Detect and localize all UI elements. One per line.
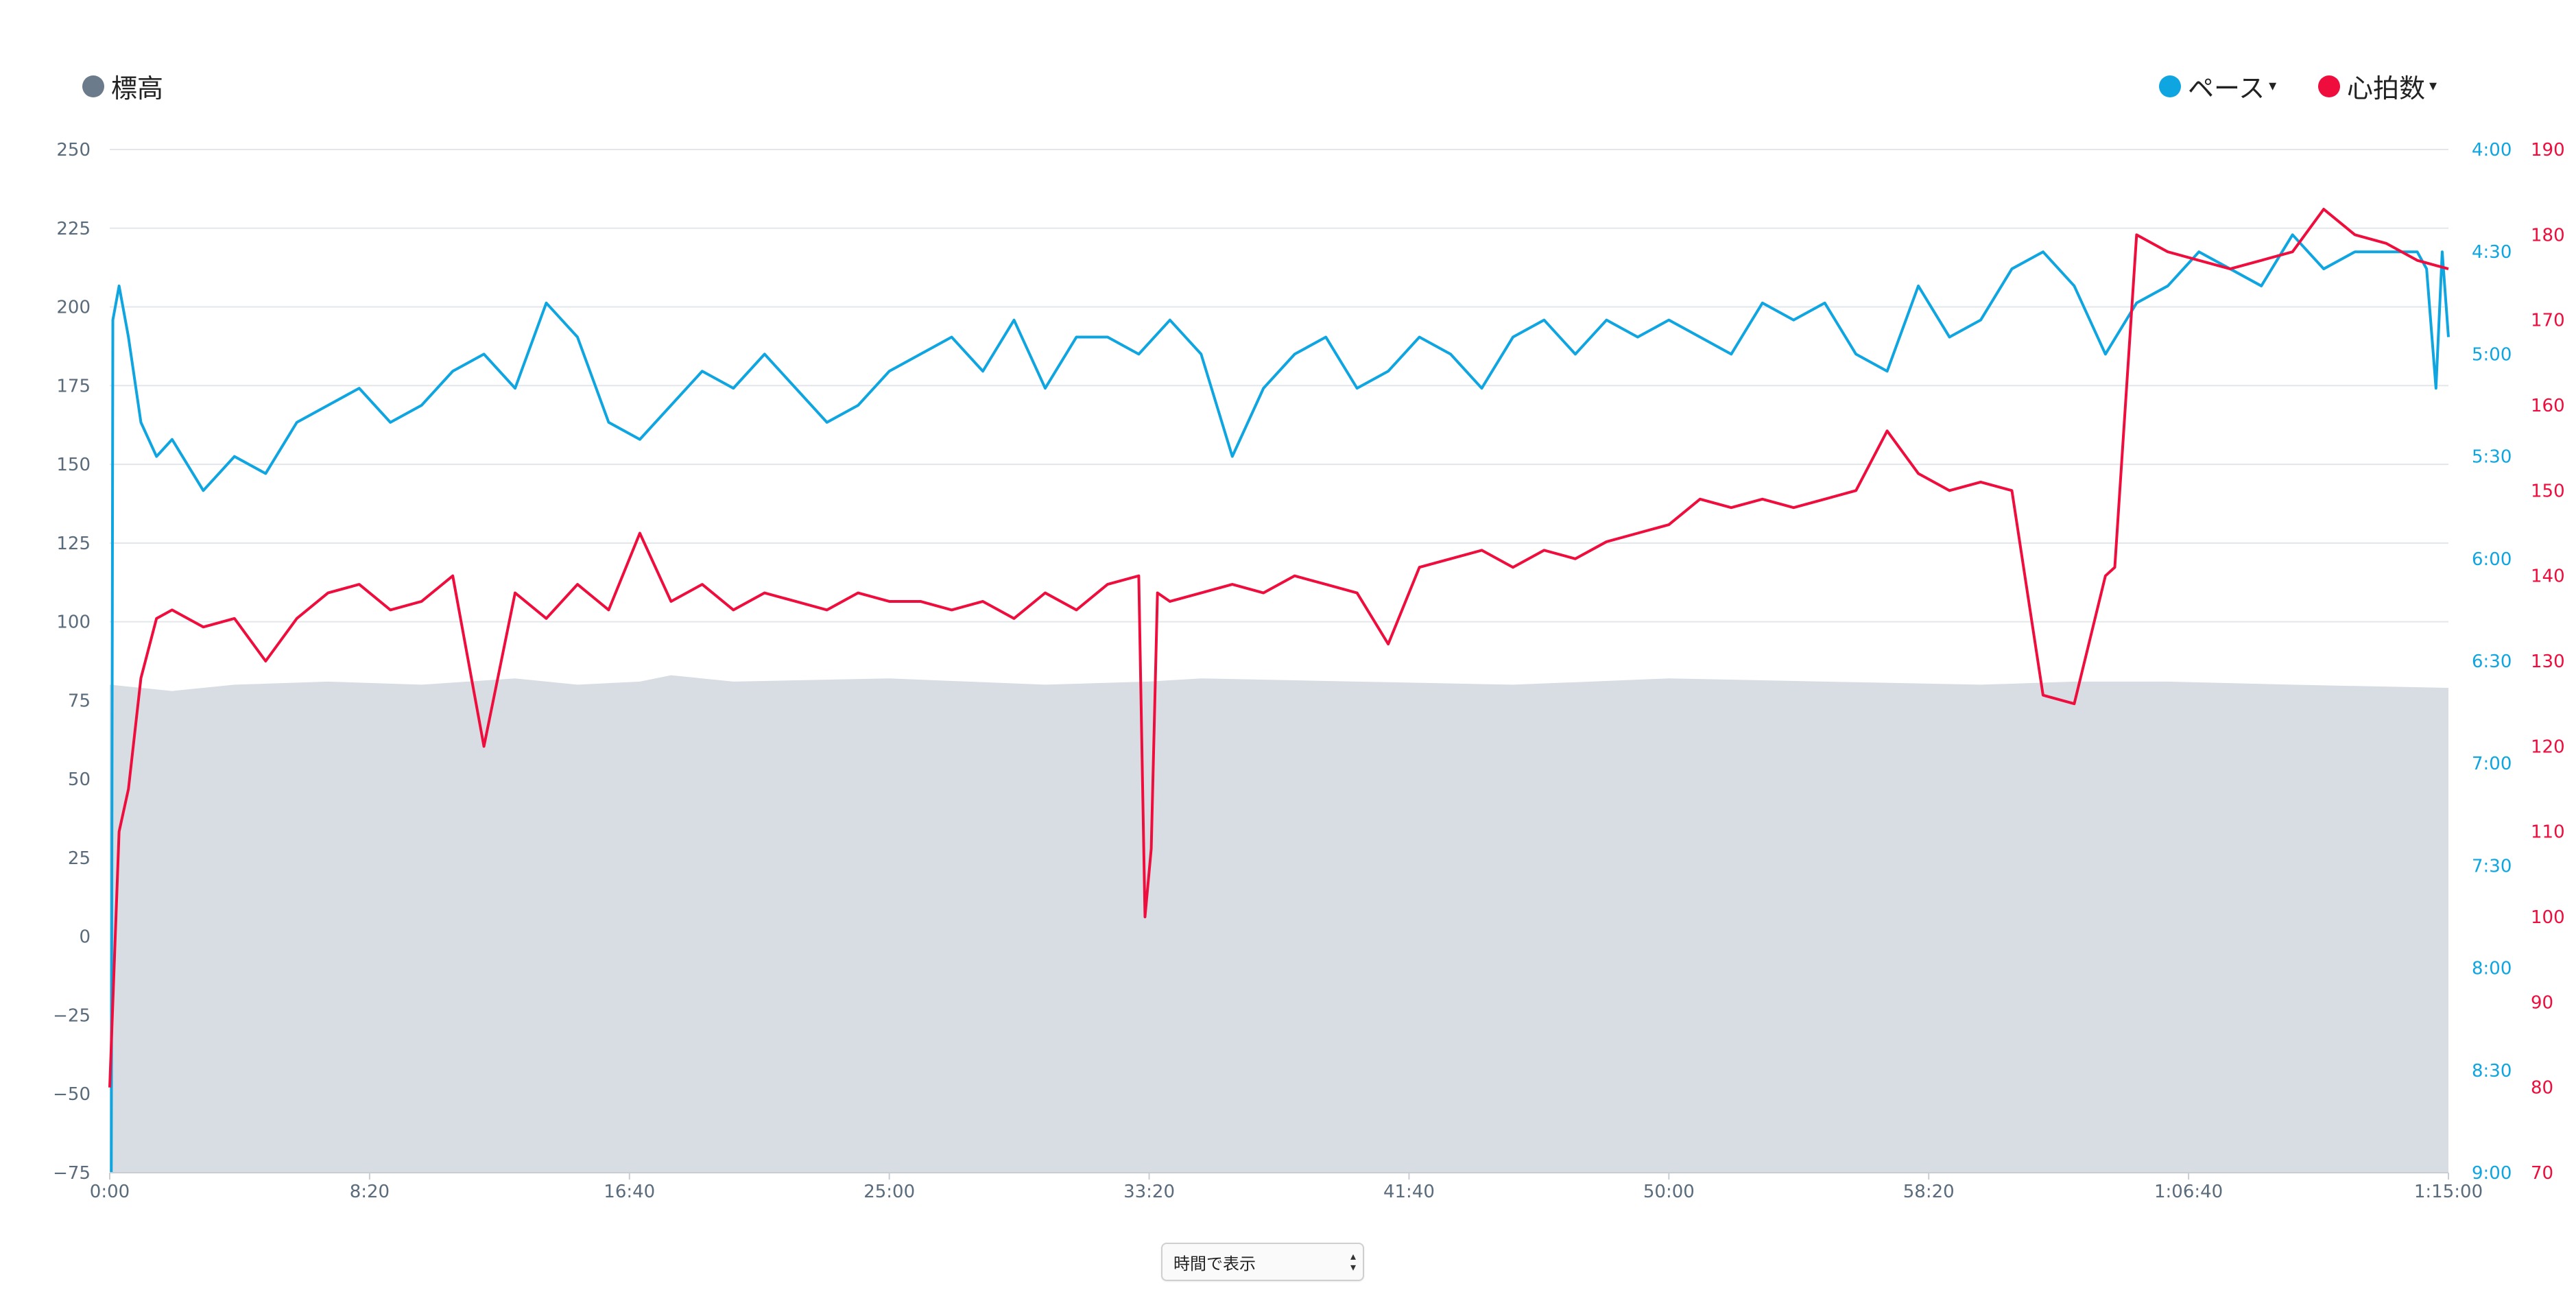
x-tick-label: 1:06:40 [2154, 1182, 2223, 1202]
y-pace-tick-label: 5:30 [2472, 447, 2512, 468]
y-hr-tick-label: 80 [2531, 1078, 2553, 1099]
y-pace-tick-label: 4:00 [2472, 140, 2512, 160]
y-hr-tick-label: 100 [2531, 907, 2565, 928]
x-tick-label: 58:20 [1903, 1182, 1955, 1202]
y-axis-hr-ticks: 190 180 170 160 150 140 130 120 110 100 90 80 70 [2531, 140, 2565, 1184]
y-left-tick-label: 0 [79, 927, 91, 948]
pace-dropdown-caret-icon[interactable]: ▾ [2269, 77, 2277, 95]
legend-heart-rate[interactable]: 心拍数 ▾ [2318, 67, 2437, 105]
y-left-tick-label: 75 [68, 691, 91, 711]
y-hr-tick-label: 70 [2531, 1163, 2553, 1184]
y-pace-tick-label: 7:30 [2472, 856, 2512, 876]
y-hr-tick-label: 90 [2531, 992, 2553, 1013]
heart-rate-dropdown-caret-icon[interactable]: ▾ [2429, 77, 2437, 95]
y-hr-tick-label: 120 [2531, 737, 2565, 757]
y-hr-tick-label: 180 [2531, 225, 2565, 246]
pace-dot-icon [2159, 75, 2181, 97]
y-hr-tick-label: 130 [2531, 652, 2565, 672]
legend-elevation-label: 標高 [111, 73, 164, 104]
y-hr-tick-label: 190 [2531, 140, 2565, 160]
x-tick-label: 41:40 [1383, 1182, 1435, 1202]
legend-pace[interactable]: ペース ▾ [2159, 67, 2276, 105]
y-hr-tick-label: 160 [2531, 396, 2565, 416]
x-tick-label: 0:00 [90, 1182, 130, 1202]
y-pace-tick-label: 8:30 [2472, 1061, 2512, 1081]
elevation-area-shape [110, 675, 2448, 1173]
y-hr-tick-label: 170 [2531, 311, 2565, 331]
heart-rate-dot-icon [2318, 75, 2340, 97]
y-pace-tick-label: 6:30 [2472, 652, 2512, 672]
x-tick-label: 50:00 [1643, 1182, 1695, 1202]
select-arrows-icon: ▴ ▾ [1350, 1250, 1356, 1274]
y-left-tick-label: 250 [56, 140, 91, 160]
y-left-tick-label: −50 [53, 1084, 91, 1105]
y-hr-tick-label: 110 [2531, 822, 2565, 843]
legend-heart-rate-label: 心拍数 [2347, 73, 2426, 104]
pace-series-line [110, 233, 2450, 1173]
y-pace-tick-label: 7:00 [2472, 754, 2512, 774]
y-left-tick-label: 175 [56, 376, 91, 396]
y-left-tick-label: −25 [53, 1005, 91, 1026]
heart-rate-line [108, 208, 2449, 1088]
y-left-tick-label: 150 [56, 455, 91, 475]
y-left-tick-label: 225 [56, 219, 91, 239]
y-hr-tick-label: 150 [2531, 481, 2565, 501]
y-left-tick-label: −75 [53, 1163, 91, 1184]
legend-pace-label: ペース [2188, 73, 2265, 104]
y-hr-tick-label: 140 [2531, 566, 2565, 587]
y-left-tick-label: 50 [68, 769, 91, 790]
elevation-dot-icon [82, 75, 104, 97]
y-pace-tick-label: 9:00 [2472, 1163, 2512, 1184]
y-pace-tick-label: 8:00 [2472, 959, 2512, 979]
elevation-area [110, 675, 2448, 1173]
x-axis-mode-select[interactable]: 時間で表示 ▴ ▾ [1161, 1243, 1364, 1281]
x-tick-label: 16:40 [604, 1182, 655, 1202]
x-tick-label: 33:20 [1123, 1182, 1175, 1202]
y-pace-tick-label: 5:00 [2472, 344, 2512, 365]
x-axis-mode-select-label: 時間で表示 [1173, 1254, 1256, 1274]
x-tick-label: 1:15:00 [2414, 1182, 2483, 1202]
y-pace-tick-label: 6:00 [2472, 549, 2512, 570]
y-left-tick-label: 100 [56, 612, 91, 633]
y-axis-pace-ticks: 4:00 4:30 5:00 5:30 6:00 6:30 7:00 7:30 8:00 8:30… [2472, 140, 2512, 1184]
y-pace-tick-label: 4:30 [2472, 242, 2512, 263]
heart-rate-series-line [108, 208, 2449, 1088]
pace-line [110, 233, 2450, 1173]
y-left-tick-label: 200 [56, 298, 91, 318]
x-tick-label: 8:20 [350, 1182, 390, 1202]
legend-elevation[interactable]: 標高 [82, 67, 163, 105]
x-axis-ticks: 0:00 8:20 16:40 25:00 33:20 41:40 50:00 58:20 1:… [90, 1172, 2483, 1202]
x-tick-label: 25:00 [863, 1182, 915, 1202]
y-left-tick-label: 125 [56, 534, 91, 554]
y-left-tick-label: 25 [68, 848, 91, 869]
